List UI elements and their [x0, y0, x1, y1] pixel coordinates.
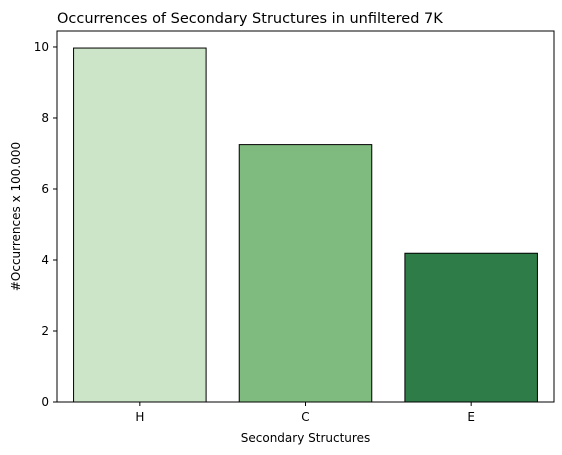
- y-tick-label: 0: [41, 395, 49, 409]
- x-tick-label: E: [467, 410, 475, 424]
- chart-title: Occurrences of Secondary Structures in u…: [57, 11, 443, 27]
- bar-H: [73, 47, 207, 403]
- x-tick-label: C: [301, 410, 309, 424]
- bar-C: [238, 144, 373, 403]
- y-tick-label: 10: [34, 40, 49, 54]
- y-axis-label: #Occurrences x 100.000: [9, 142, 23, 291]
- plot-frame: [56, 30, 555, 403]
- x-axis-label: Secondary Structures: [241, 431, 370, 445]
- y-tick-label: 2: [41, 324, 49, 338]
- y-axis-ticks: 0 2 4 6 8 10: [34, 40, 57, 409]
- y-tick-label: 8: [41, 111, 49, 125]
- y-tick-label: 4: [41, 253, 49, 267]
- y-tick-label: 6: [41, 182, 49, 196]
- bars-group: [73, 47, 538, 403]
- bar-E: [404, 252, 538, 403]
- x-tick-label: H: [135, 410, 144, 424]
